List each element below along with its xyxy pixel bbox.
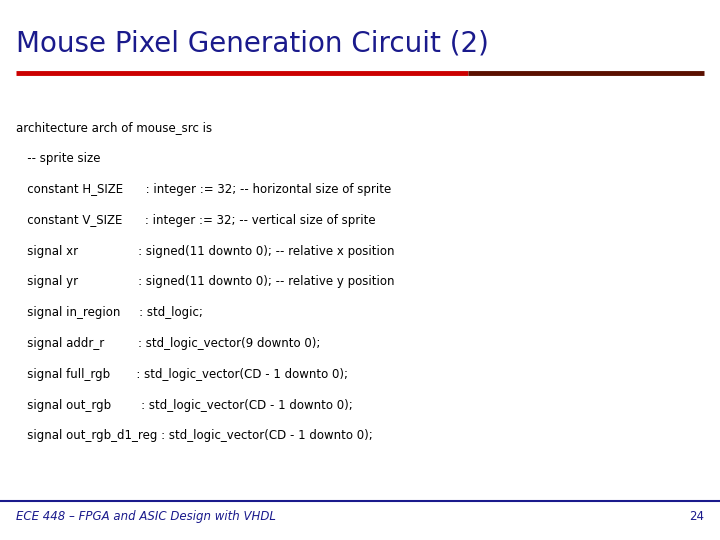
- Text: signal yr                : signed(11 downto 0); -- relative y position: signal yr : signed(11 downto 0); -- rela…: [16, 275, 395, 288]
- Text: signal in_region     : std_logic;: signal in_region : std_logic;: [16, 306, 203, 319]
- Text: Mouse Pixel Generation Circuit (2): Mouse Pixel Generation Circuit (2): [16, 30, 489, 58]
- Text: ECE 448 – FPGA and ASIC Design with VHDL: ECE 448 – FPGA and ASIC Design with VHDL: [16, 510, 276, 523]
- Text: constant H_SIZE      : integer := 32; -- horizontal size of sprite: constant H_SIZE : integer := 32; -- hori…: [16, 183, 391, 196]
- Text: signal full_rgb       : std_logic_vector(CD - 1 downto 0);: signal full_rgb : std_logic_vector(CD - …: [16, 368, 348, 381]
- Text: 24: 24: [689, 510, 704, 523]
- Text: signal out_rgb        : std_logic_vector(CD - 1 downto 0);: signal out_rgb : std_logic_vector(CD - 1…: [16, 399, 353, 411]
- Text: signal xr                : signed(11 downto 0); -- relative x position: signal xr : signed(11 downto 0); -- rela…: [16, 245, 395, 258]
- Text: architecture arch of mouse_src is: architecture arch of mouse_src is: [16, 122, 212, 134]
- Text: signal out_rgb_d1_reg : std_logic_vector(CD - 1 downto 0);: signal out_rgb_d1_reg : std_logic_vector…: [16, 429, 372, 442]
- Text: constant V_SIZE      : integer := 32; -- vertical size of sprite: constant V_SIZE : integer := 32; -- vert…: [16, 214, 375, 227]
- Text: signal addr_r         : std_logic_vector(9 downto 0);: signal addr_r : std_logic_vector(9 downt…: [16, 337, 320, 350]
- Text: -- sprite size: -- sprite size: [16, 152, 100, 165]
